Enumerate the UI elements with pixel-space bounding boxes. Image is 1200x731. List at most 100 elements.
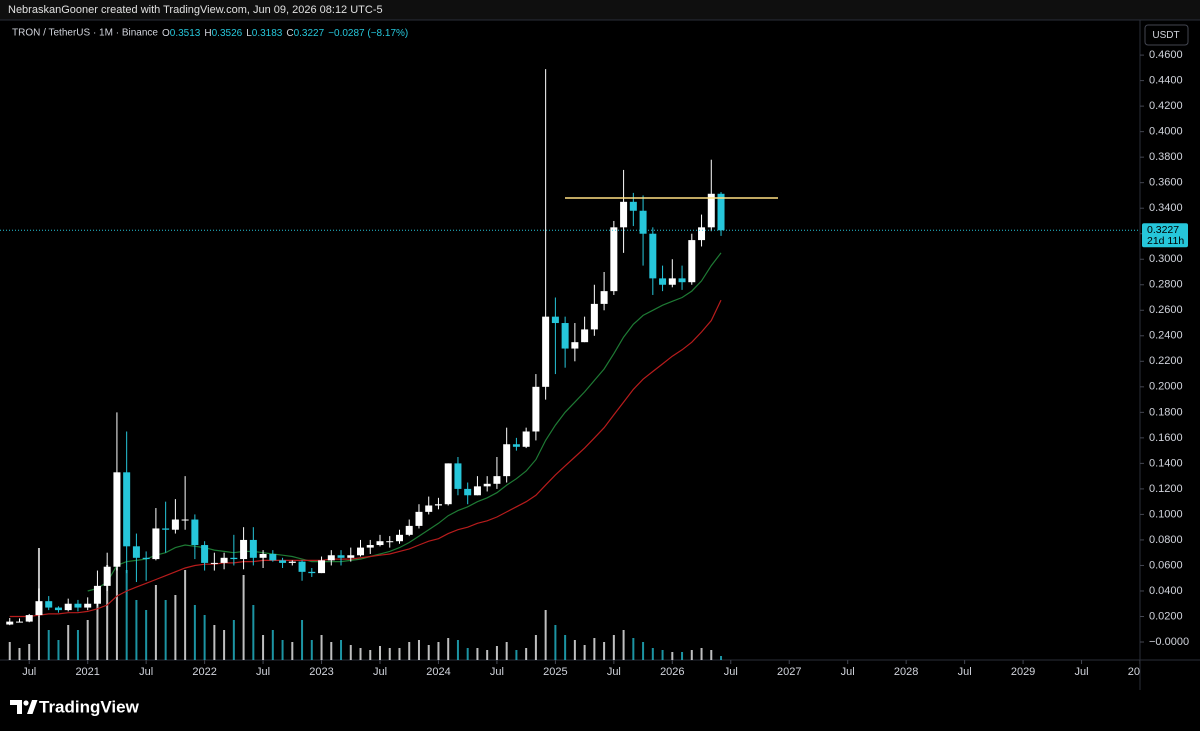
volume-bar <box>203 615 206 660</box>
volume-bar <box>96 590 99 660</box>
candle-body <box>181 519 189 521</box>
volume-bar <box>174 595 177 660</box>
y-tick-label: 0.3400 <box>1149 202 1183 214</box>
candle-body <box>142 557 150 560</box>
candle-body <box>249 539 257 558</box>
candle-body <box>45 601 53 608</box>
volume-bar <box>515 650 518 660</box>
currency-label[interactable]: USDT <box>1152 30 1179 41</box>
volume-bar <box>232 620 235 660</box>
volume-bar <box>427 645 430 660</box>
volume-bar <box>388 648 391 660</box>
plot-area <box>0 69 1140 660</box>
y-tick-label: 0.4200 <box>1149 100 1183 112</box>
x-tick-label: Jul <box>958 666 972 678</box>
y-tick-label: 0.2400 <box>1149 330 1183 342</box>
volume-bar <box>379 646 381 660</box>
volume-bar <box>486 650 489 660</box>
candle-body <box>668 278 676 285</box>
volume-bar <box>456 640 459 660</box>
candle-body <box>93 585 101 604</box>
volume-bar <box>622 630 625 660</box>
candle-body <box>473 486 481 496</box>
candle-body <box>600 291 608 304</box>
candle-body <box>347 555 355 558</box>
candle-body <box>357 547 365 556</box>
y-tick-label: 0.1000 <box>1149 508 1183 520</box>
x-tick-label: 2026 <box>660 666 684 678</box>
candle-body <box>590 303 598 330</box>
x-tick-label: 2029 <box>1011 666 1035 678</box>
candle-body <box>132 546 140 558</box>
volume-bar <box>125 570 128 660</box>
candle-body <box>581 329 589 343</box>
volume-bar <box>583 645 586 660</box>
volume-bar <box>164 600 167 660</box>
candle-body <box>162 528 170 530</box>
currency-button[interactable] <box>1144 24 1189 46</box>
volume-bar <box>505 642 508 660</box>
volume-bar <box>603 642 606 660</box>
volume-bar <box>154 585 157 660</box>
volume-bar <box>262 635 265 660</box>
volume-bar <box>145 610 148 660</box>
volume-bar <box>710 650 713 660</box>
brand: TradingView <box>39 697 140 716</box>
y-tick-label: 0.3600 <box>1149 177 1183 189</box>
candle-body <box>191 519 199 546</box>
candle-body <box>279 560 287 563</box>
volume-bar <box>8 642 11 660</box>
volume-bar <box>223 630 226 660</box>
candle-body <box>659 278 667 285</box>
x-tick-label: 2022 <box>192 666 216 678</box>
candle-body <box>532 386 540 432</box>
volume-bar <box>417 640 420 660</box>
volume-bar <box>330 642 333 660</box>
candle-body <box>678 278 686 283</box>
candle-body <box>6 621 14 625</box>
volume-bar <box>466 648 469 660</box>
ohlc-value: 0.3183 <box>252 28 283 39</box>
candle-body <box>620 201 628 228</box>
candle-body <box>698 227 706 241</box>
x-tick-label: Jul <box>139 666 153 678</box>
volume-bar <box>47 630 50 660</box>
x-tick-label: Jul <box>22 666 36 678</box>
candle-body <box>542 316 550 387</box>
x-tick-label: 2024 <box>426 666 450 678</box>
ohlc-key: L <box>246 28 252 39</box>
candle-body <box>84 603 92 608</box>
y-tick-label: 0.4600 <box>1149 49 1183 61</box>
candle-body <box>425 505 433 512</box>
ohlc-key: C <box>286 28 293 39</box>
y-tick-label: 0.2600 <box>1149 304 1183 316</box>
x-tick-label: 2028 <box>894 666 918 678</box>
candle-body <box>220 557 228 563</box>
candle-body <box>444 463 452 505</box>
volume-bar <box>671 652 674 660</box>
header-text: NebraskanGooner created with TradingView… <box>8 4 383 16</box>
header-bar <box>0 0 1200 20</box>
volume-bar <box>86 620 89 660</box>
candle-body <box>201 545 209 563</box>
volume-bar <box>661 650 664 660</box>
candle-body <box>337 555 345 558</box>
candle-body <box>639 210 647 234</box>
volume-bar <box>340 640 343 660</box>
logo-dot <box>23 700 29 706</box>
volume-bar <box>534 635 537 660</box>
last-price-box <box>1142 223 1188 248</box>
y-tick-label: 0.1800 <box>1149 406 1183 418</box>
last-price-label: 0.3227 <box>1147 224 1179 236</box>
y-tick-label: 0.1400 <box>1149 457 1183 469</box>
volume-bar <box>632 638 635 660</box>
volume-bar <box>359 648 362 660</box>
candle-body <box>503 444 511 477</box>
candle-body <box>113 472 121 567</box>
candle-body <box>318 560 326 574</box>
y-tick-label: 0.2200 <box>1149 355 1183 367</box>
volume-bar <box>447 638 450 660</box>
volume-bar <box>690 650 693 660</box>
candle-body <box>629 201 637 211</box>
y-tick-label: 0.2000 <box>1149 381 1183 393</box>
